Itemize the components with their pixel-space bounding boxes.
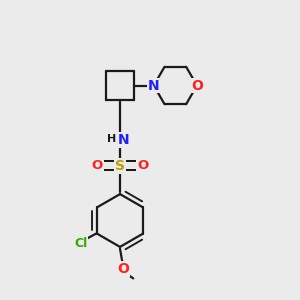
Text: S: S [115, 159, 125, 172]
Text: N: N [118, 133, 129, 147]
Text: N: N [148, 79, 160, 92]
Text: O: O [137, 159, 148, 172]
Text: O: O [92, 159, 103, 172]
Text: Cl: Cl [74, 237, 88, 250]
Text: O: O [191, 79, 203, 92]
Text: O: O [117, 262, 129, 276]
Text: H: H [107, 134, 116, 144]
